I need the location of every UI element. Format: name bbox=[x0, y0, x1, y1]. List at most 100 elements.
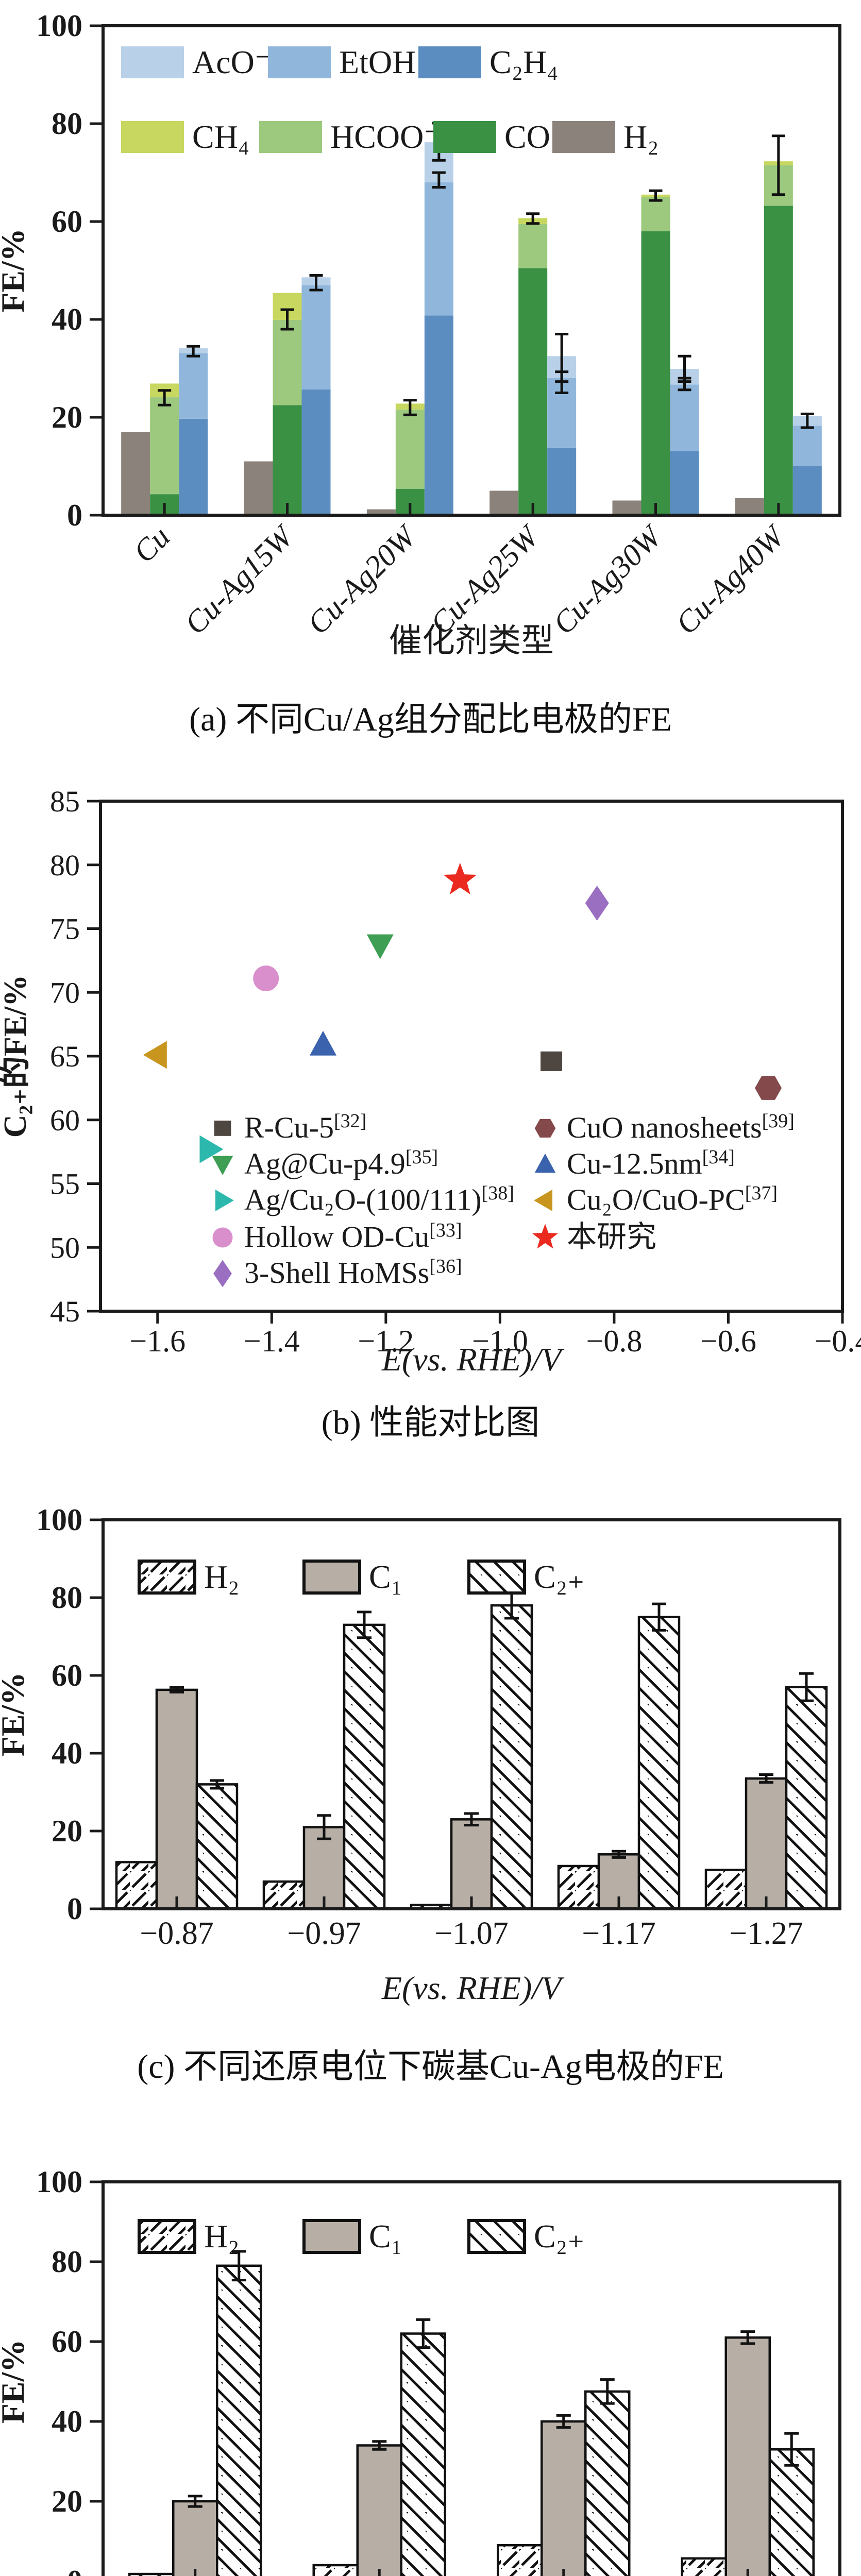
scatter-point bbox=[366, 934, 394, 959]
scatter-point bbox=[253, 965, 279, 992]
bar-blue-4 bbox=[670, 451, 699, 515]
scatter-point bbox=[199, 1135, 224, 1163]
x-tick-label: −1.2 bbox=[358, 1324, 414, 1358]
x-tick-label: −1.27 bbox=[729, 1916, 803, 1951]
chart-a-caption: (a) 不同Cu/Ag组分配比电极的FE bbox=[189, 701, 672, 738]
legend-marker bbox=[534, 1189, 553, 1212]
x-tick-label: −1.4 bbox=[244, 1324, 300, 1358]
x-tick-label: −0.97 bbox=[287, 1916, 361, 1951]
scatter-point bbox=[310, 1030, 336, 1056]
scatter-point bbox=[541, 1051, 563, 1071]
bar-c1-0 bbox=[155, 1688, 198, 1910]
legend-label: 3-Shell HoMSs[36] bbox=[244, 1256, 462, 1290]
bar-c1-3 bbox=[724, 2336, 771, 2576]
legend-marker bbox=[532, 1224, 559, 1249]
legend-label: 本研究 bbox=[567, 1220, 656, 1253]
y-tick-label: 70 bbox=[50, 976, 80, 1009]
legend-swatch bbox=[138, 1560, 196, 1595]
bar-h2-4 bbox=[612, 500, 641, 515]
x-category-label: Cu-Ag15W bbox=[178, 518, 301, 641]
legend-swatch bbox=[552, 121, 615, 153]
chart-c-canvas: −0.87 −0.97 −1.07 −1.17 −1.27 0 20 40 60 80 100 H₂ C… bbox=[0, 1503, 841, 2006]
y-tick-label: 20 bbox=[52, 400, 82, 434]
legend-swatch bbox=[467, 1560, 526, 1595]
bar-h2-2 bbox=[497, 2544, 543, 2576]
scatter-point bbox=[443, 862, 477, 894]
bar-c2plus-0 bbox=[216, 2264, 262, 2576]
legend-marker bbox=[214, 1121, 231, 1136]
chart-a-block: Cu Cu-Ag15W Cu-Ag20W Cu-Ag25W Cu-Ag30W Cu-Ag4… bbox=[0, 0, 861, 747]
x-axis-title: E(vs. RHE)/V bbox=[381, 1341, 565, 1378]
bar-h2-0 bbox=[121, 432, 150, 515]
x-category-label: Cu-Ag40W bbox=[669, 518, 792, 641]
y-tick-label: 65 bbox=[50, 1040, 80, 1073]
bar-c2plus-2 bbox=[490, 1604, 533, 1910]
legend-swatch bbox=[302, 2219, 361, 2254]
y-axis-title: FE/% bbox=[0, 2340, 31, 2424]
bar-c1-1 bbox=[356, 2444, 402, 2576]
x-tick-label: −1.17 bbox=[582, 1916, 655, 1951]
bar-h2-5 bbox=[735, 498, 764, 515]
x-tick-label: −1.6 bbox=[129, 1324, 185, 1358]
x-tick-label: −0.87 bbox=[140, 1916, 213, 1951]
y-tick-label: 100 bbox=[36, 1503, 82, 1537]
legend-marker bbox=[213, 1260, 232, 1287]
bar-c2plus-1 bbox=[400, 2332, 446, 2576]
x-tick-label: −0.6 bbox=[700, 1324, 756, 1358]
y-tick-label: 80 bbox=[52, 107, 82, 141]
scatter-point bbox=[585, 886, 609, 921]
bar-c2plus-2 bbox=[584, 2390, 631, 2576]
legend-label: Hollow OD-Cu[33] bbox=[244, 1219, 462, 1253]
chart-b-caption: (b) 性能对比图 bbox=[321, 1404, 540, 1442]
bar-c2plus-3 bbox=[768, 2448, 815, 2576]
y-tick-label: 45 bbox=[50, 1295, 80, 1328]
legend-swatch bbox=[467, 2219, 526, 2254]
y-tick-label: 55 bbox=[50, 1167, 80, 1201]
legend-label: Cu-12.5nm[34] bbox=[567, 1146, 735, 1180]
y-tick-label: 85 bbox=[50, 785, 80, 818]
y-tick-label: 75 bbox=[50, 912, 80, 946]
chart-c-caption: (c) 不同还原电位下碳基Cu-Ag电极的FE bbox=[137, 2048, 724, 2086]
bar-green-5 bbox=[764, 206, 793, 516]
bar-h2-3 bbox=[489, 490, 519, 515]
legend-label: C₂₊ bbox=[534, 1558, 585, 1595]
bar-green-1 bbox=[273, 405, 302, 515]
x-axis-title: E(vs. RHE)/V bbox=[381, 1970, 565, 2006]
legend-marker bbox=[534, 1153, 556, 1173]
bar-c1-2 bbox=[450, 1818, 493, 1910]
bar-c2plus-1 bbox=[343, 1623, 386, 1910]
legend-swatch bbox=[121, 46, 184, 78]
plot-frame bbox=[102, 1518, 841, 1910]
scatter-point bbox=[143, 1041, 167, 1069]
x-category-label: Cu bbox=[127, 520, 176, 569]
legend-label: C₂₊ bbox=[534, 2218, 585, 2255]
x-tick-label: −1.0 bbox=[472, 1324, 528, 1358]
legend-label: H₂ bbox=[204, 1558, 240, 1595]
bar-blue-1 bbox=[301, 389, 331, 515]
legend-label: Ag@Cu-p4.9[35] bbox=[244, 1146, 438, 1180]
bar-h2-1 bbox=[262, 1880, 306, 1910]
y-tick-label: 0 bbox=[67, 498, 82, 532]
y-tick-label: 80 bbox=[52, 1581, 82, 1615]
bar-green-0 bbox=[150, 397, 179, 495]
bar-blue-5 bbox=[792, 466, 822, 515]
legend-swatch bbox=[268, 46, 331, 78]
bar-c1-4 bbox=[745, 1777, 788, 1910]
legend-marker bbox=[212, 1156, 233, 1176]
y-tick-label: 40 bbox=[52, 1736, 82, 1770]
y-tick-label: 50 bbox=[50, 1231, 80, 1264]
bar-green-2 bbox=[395, 409, 425, 489]
chart-a-canvas: Cu Cu-Ag15W Cu-Ag20W Cu-Ag25W Cu-Ag30W Cu-Ag4… bbox=[0, 9, 841, 659]
bar-h2-3 bbox=[557, 1865, 600, 1910]
y-tick-label: 80 bbox=[52, 2245, 82, 2279]
x-category-label: Cu-Ag30W bbox=[546, 518, 669, 641]
legend-label: CO bbox=[504, 118, 550, 155]
legend-label: CuO nanosheets[39] bbox=[567, 1110, 795, 1144]
bar-blue-4 bbox=[670, 384, 699, 451]
y-axis-title: FE/% bbox=[0, 228, 31, 313]
x-tick-label: −0.4 bbox=[815, 1324, 861, 1358]
legend-label: AcO⁻ bbox=[192, 44, 272, 80]
legend-swatch bbox=[418, 46, 481, 78]
legend-label: EtOH bbox=[339, 44, 416, 80]
